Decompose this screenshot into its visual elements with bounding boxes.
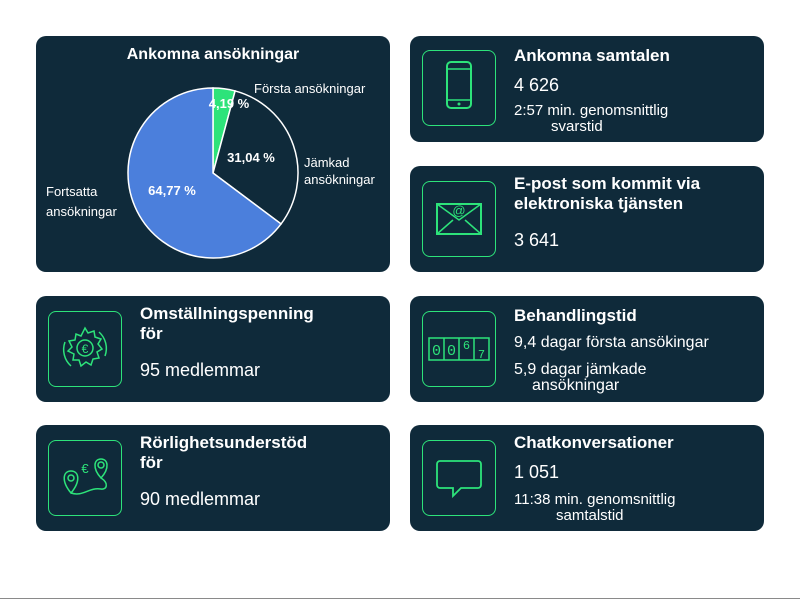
counter-icon: 0 0 6 7 <box>422 311 496 387</box>
email-card: @ E-post som kommit via elektroniska tjä… <box>410 166 764 272</box>
svg-text:€: € <box>81 461 89 476</box>
slice-label-forsta: 4,19 % <box>209 96 250 111</box>
behandling-card: 0 0 6 7 Behandlingstid 9,4 dagar första … <box>410 296 764 402</box>
legend-jamkad-1: Jämkad <box>304 155 350 170</box>
omstallning-card: € Omställningspenning för 95 medlemmar <box>36 296 390 402</box>
slice-label-fortsatta: 64,77 % <box>148 183 196 198</box>
email-title-line1: E-post som kommit via <box>514 174 701 193</box>
behandling-title: Behandlingstid <box>514 306 637 325</box>
behandling-line2-b: ansökningar <box>532 377 620 394</box>
phone-icon <box>422 50 496 126</box>
counter-digit-1: 0 <box>432 343 441 360</box>
page-divider <box>0 598 800 599</box>
envelope-icon: @ <box>422 181 496 257</box>
map-route-icon: € <box>48 440 122 516</box>
pie-chart: 4,19 % 31,04 % 64,77 % <box>127 87 299 259</box>
email-value: 3 641 <box>514 230 560 250</box>
chat-bubble-icon <box>422 440 496 516</box>
calls-title: Ankomna samtalen <box>514 46 670 65</box>
behandling-line1: 9,4 dagar första ansökingar <box>514 334 709 351</box>
legend-fortsatta-1: Fortsatta <box>46 184 98 199</box>
svg-text:€: € <box>82 342 89 356</box>
counter-digit-2: 0 <box>447 343 456 360</box>
legend-jamkad-2: ansökningar <box>304 172 375 187</box>
rorlighet-value: 90 medlemmar <box>140 489 261 509</box>
rorlighet-card: € Rörlighetsunderstöd för 90 medlemmar <box>36 425 390 531</box>
omstallning-title-line1: Omställningspenning <box>140 304 314 323</box>
chat-note-line1: 11:38 min. genomsnittlig <box>514 491 676 508</box>
legend-forsta: Första ansökningar <box>254 81 366 96</box>
counter-digit-3: 6 <box>463 339 470 353</box>
chat-card: Chatkonversationer 1 051 11:38 min. geno… <box>410 425 764 531</box>
omstallning-title-line2: för <box>140 324 163 343</box>
rorlighet-title-line1: Rörlighetsunderstöd <box>140 433 308 452</box>
chat-note-line2: samtalstid <box>556 507 624 524</box>
legend-fortsatta-2: ansökningar <box>46 204 117 219</box>
pie-slice-jamkad <box>212 90 299 226</box>
calls-card: Ankomna samtalen 4 626 2:57 min. genomsn… <box>410 36 764 142</box>
omstallning-value: 95 medlemmar <box>140 360 261 380</box>
chat-title: Chatkonversationer <box>514 433 674 452</box>
calls-note-line1: 2:57 min. genomsnittlig <box>514 102 669 119</box>
rorlighet-title-line2: för <box>140 453 163 472</box>
pie-slice-fortsatta <box>127 87 283 259</box>
calls-value: 4 626 <box>514 75 560 95</box>
behandling-line2-a: 5,9 dagar jämkade <box>514 361 647 378</box>
svg-text:@: @ <box>452 203 465 218</box>
counter-digit-4: 7 <box>478 348 485 362</box>
applications-pie-card: Ankomna ansökningar 4,19 % 31,04 % 64,77… <box>36 36 390 272</box>
pie-chart-title: Ankomna ansökningar <box>126 46 300 63</box>
email-title-line2: elektroniska tjänsten <box>514 194 684 213</box>
calls-note-line2: svarstid <box>551 118 603 135</box>
euro-cycle-icon: € <box>48 311 122 387</box>
slice-label-jamkad: 31,04 % <box>227 150 275 165</box>
chat-value: 1 051 <box>514 462 560 482</box>
